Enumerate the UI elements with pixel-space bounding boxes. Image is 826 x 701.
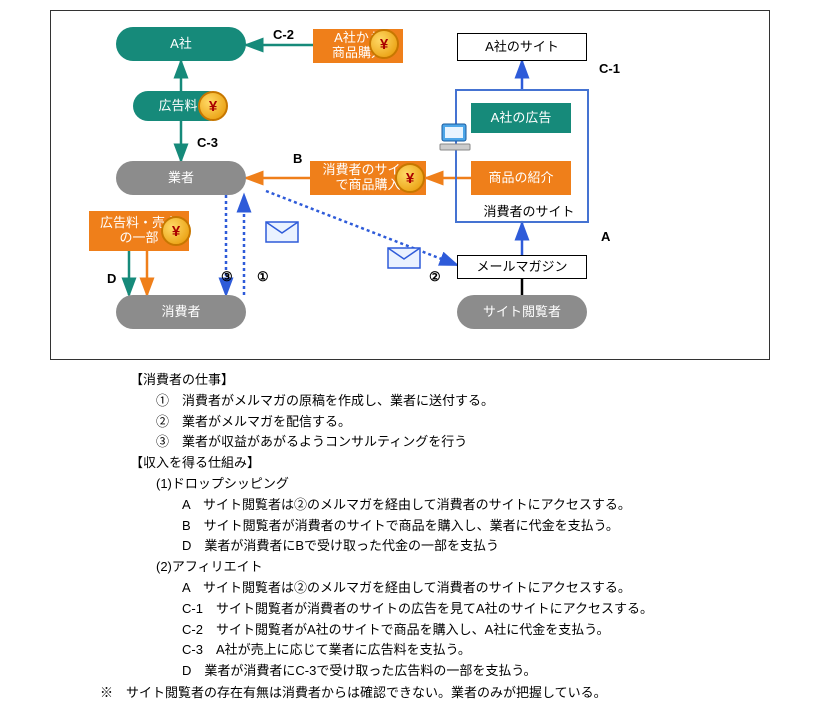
scheme-2-d: D 業者が消費者にC-3で受け取った広告料の一部を支払う。 (182, 661, 776, 682)
node-a_ad: A社の広告 (471, 103, 571, 133)
node-consumer: 消費者 (116, 295, 246, 329)
diagram-canvas: A社A社のサイト広告料業者広告料・売上の一部消費者サイト閲覧者A社から商品購入消… (50, 10, 770, 360)
node-a_company: A社 (116, 27, 246, 61)
step-1: ① 消費者がメルマガの原稿を作成し、業者に送付する。 (156, 391, 776, 412)
step-2: ② 業者がメルマガを配信する。 (156, 412, 776, 433)
mail-icon (265, 221, 299, 243)
yen-coin-icon: ¥ (369, 29, 399, 59)
node-a_site: A社のサイト (457, 33, 587, 61)
yen-coin-icon: ¥ (198, 91, 228, 121)
label-b: B (293, 151, 302, 166)
yen-coin-icon: ¥ (395, 163, 425, 193)
label-n3: ③ (221, 269, 233, 285)
node-mail_mag: メールマガジン (457, 255, 587, 279)
mail-icon (387, 247, 421, 269)
scheme-1-d: D 業者が消費者にBで受け取った代金の一部を支払う (182, 536, 776, 557)
scheme-2-c1: C-1 サイト閲覧者が消費者のサイトの広告を見てA社のサイトにアクセスする。 (182, 599, 776, 620)
footnote: ※ サイト閲覧者の存在有無は消費者からは確認できない。業者のみが把握している。 (100, 682, 826, 701)
node-vendor: 業者 (116, 161, 246, 195)
scheme-2-c3: C-3 A社が売上に応じて業者に広告料を支払う。 (182, 640, 776, 661)
label-d: D (107, 271, 116, 286)
yen-coin-icon: ¥ (161, 216, 191, 246)
scheme-1-a: A サイト閲覧者は②のメルマガを経由して消費者のサイトにアクセスする。 (182, 495, 776, 516)
heading-consumer-work: 【消費者の仕事】 (130, 370, 776, 391)
step-3: ③ 業者が収益があがるようコンサルティングを行う (156, 432, 776, 453)
scheme-2-a: A サイト閲覧者は②のメルマガを経由して消費者のサイトにアクセスする。 (182, 578, 776, 599)
label-n2: ② (429, 269, 441, 285)
scheme-2-c2: C-2 サイト閲覧者がA社のサイトで商品を購入し、A社に代金を支払う。 (182, 620, 776, 641)
label-c1: C-1 (599, 61, 620, 76)
explanation-text: 【消費者の仕事】 ① 消費者がメルマガの原稿を作成し、業者に送付する。 ② 業者… (130, 370, 776, 682)
label-a: A (601, 229, 610, 244)
label-c2: C-2 (273, 27, 294, 42)
node-product_intro: 商品の紹介 (471, 161, 571, 195)
label-c3: C-3 (197, 135, 218, 150)
label-n1: ① (257, 269, 269, 285)
scheme-1-b: B サイト閲覧者が消費者のサイトで商品を購入し、業者に代金を支払う。 (182, 516, 776, 537)
computer-icon (439, 123, 471, 151)
scheme-2: (2)アフィリエイト (156, 557, 776, 578)
node-viewer: サイト閲覧者 (457, 295, 587, 329)
heading-income: 【収入を得る仕組み】 (130, 453, 776, 474)
scheme-1: (1)ドロップシッピング (156, 474, 776, 495)
node-consumer_site_label: 消費者のサイト (474, 203, 584, 221)
